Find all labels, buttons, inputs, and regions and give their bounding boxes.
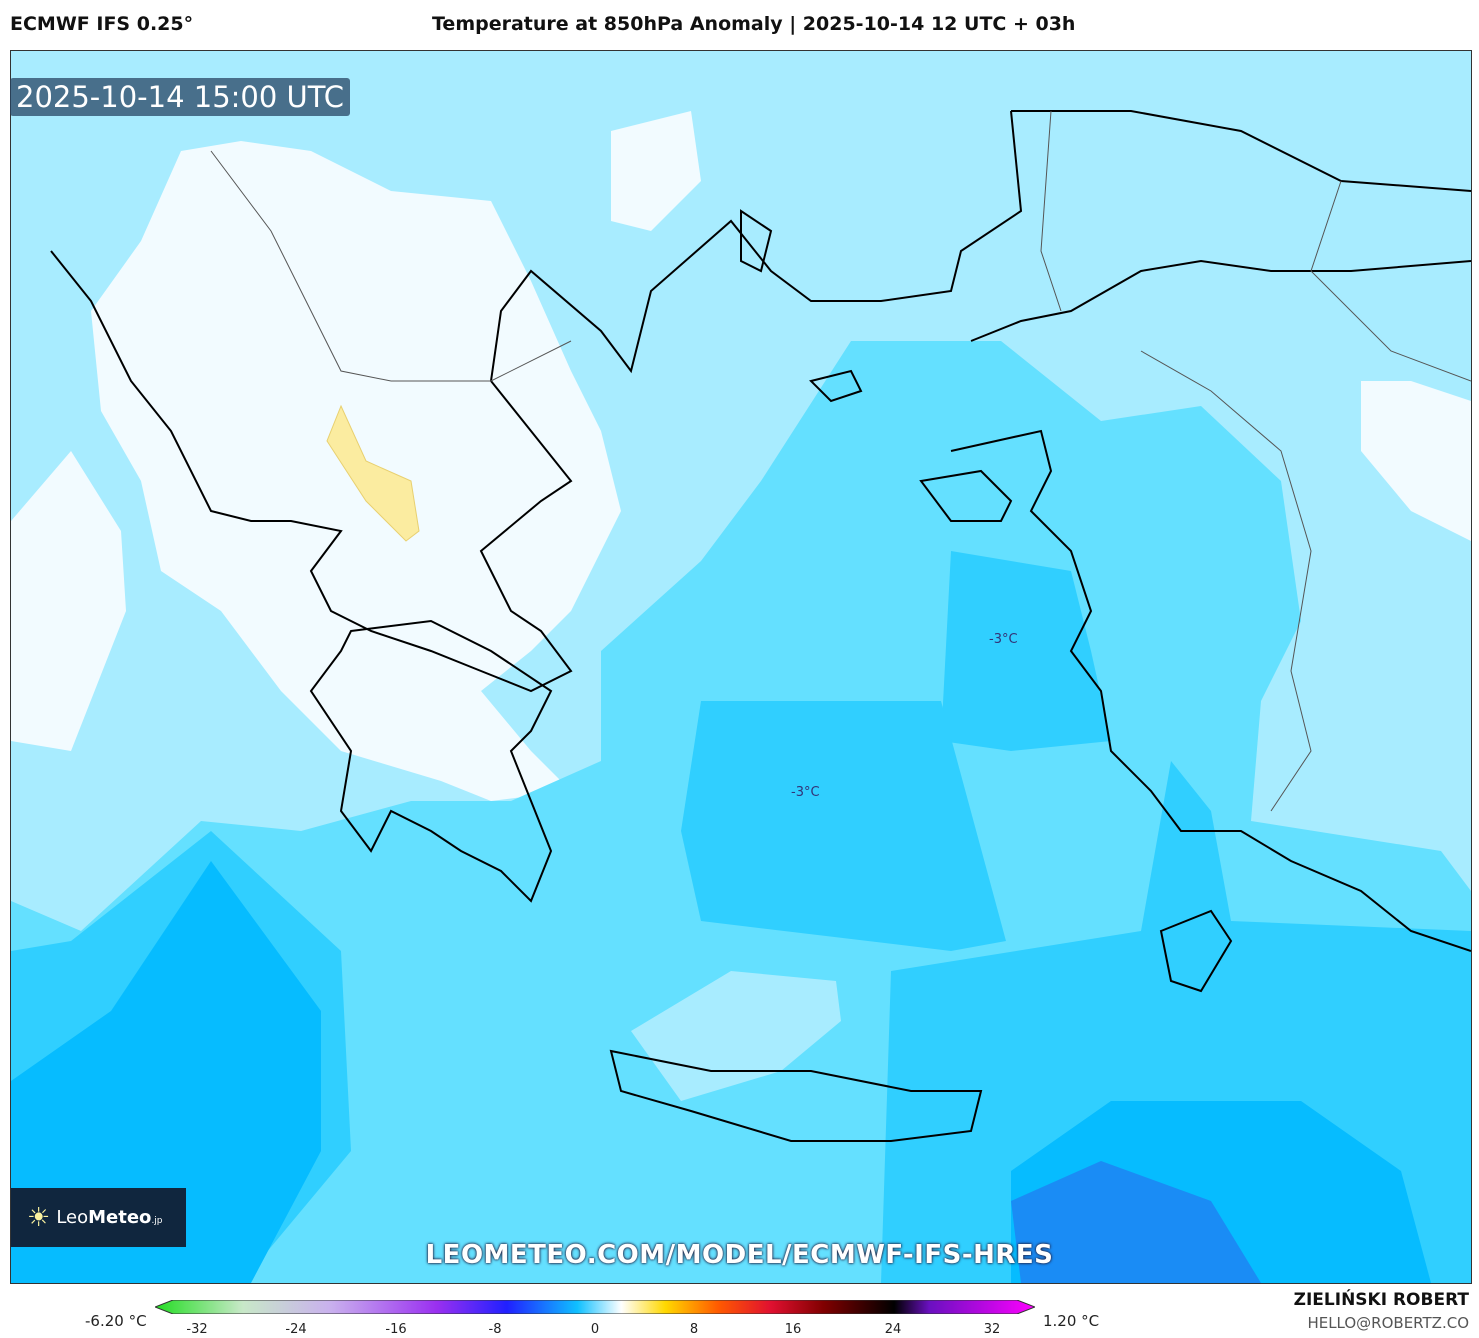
contour-label: -3°C	[791, 785, 820, 800]
chart-title: Temperature at 850hPa Anomaly | 2025-10-…	[432, 13, 1076, 35]
borders	[210, 110, 1471, 812]
near-zero-area	[11, 451, 126, 751]
contour-label: -3°C	[989, 632, 1018, 647]
logo-text: Leo	[56, 1207, 89, 1228]
author-credit: ZIELIŃSKI ROBERT	[1293, 1290, 1469, 1310]
colorbar-tick: 32	[983, 1322, 1001, 1337]
colorbar-tick: -16	[385, 1322, 407, 1337]
colorbar-tick: 8	[689, 1322, 699, 1337]
deepest-anomaly-area	[1011, 1161, 1261, 1283]
logo-text-bold: Meteo	[88, 1207, 152, 1228]
colorbar-tick: -8	[488, 1322, 502, 1337]
colorbar-tick: 16	[784, 1322, 802, 1337]
model-label: ECMWF IFS 0.25°	[10, 13, 194, 35]
author-email[interactable]: HELLO@ROBERTZ.CO	[1307, 1314, 1469, 1332]
strong-anomaly-area	[681, 701, 1006, 951]
light-anomaly-area	[631, 971, 841, 1101]
sun-icon: ☀	[27, 1202, 51, 1233]
deep-anomaly-area	[11, 861, 321, 1283]
coastlines	[50, 110, 1471, 1142]
colorbar-tick: 24	[884, 1322, 902, 1337]
near-zero-area	[611, 111, 701, 231]
valid-time-label: 2025-10-14 15:00 UTC	[10, 78, 351, 116]
logo-suffix: .jp	[151, 1216, 163, 1226]
colorbar-tick: -24	[285, 1322, 307, 1337]
near-zero-area	[1361, 381, 1471, 541]
colorbar	[155, 1300, 1035, 1314]
strong-anomaly-area	[941, 551, 1111, 751]
colorbar-min-label: -6.20 °C	[85, 1312, 147, 1330]
colorbar-max-label: 1.20 °C	[1043, 1312, 1100, 1330]
leometeo-logo[interactable]: ☀ LeoMeteo.jp	[11, 1188, 186, 1247]
positive-anomaly-area	[326, 404, 420, 542]
colorbar-tick: -32	[186, 1322, 208, 1337]
colorbar-tick: 0	[590, 1322, 600, 1337]
anomaly-map[interactable]: -3°C -3°C	[10, 50, 1472, 1284]
source-url: LEOMETEO.COM/MODEL/ECMWF-IFS-HRES	[425, 1240, 1054, 1270]
